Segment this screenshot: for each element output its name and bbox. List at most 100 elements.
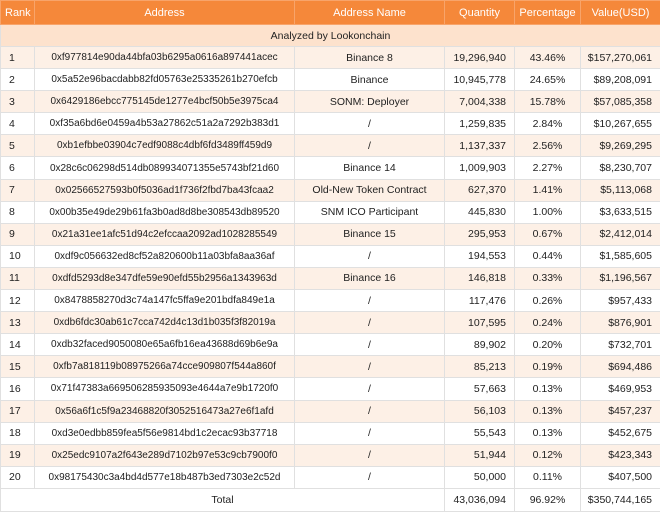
cell-rank: 10 [1, 245, 35, 267]
subheader-row: Analyzed by Lookonchain [1, 25, 660, 47]
cell-value: $957,433 [581, 290, 660, 312]
cell-address: 0x00b35e49de29b61fa3b0ad8d8be308543db895… [35, 201, 295, 223]
cell-value: $1,585,605 [581, 245, 660, 267]
cell-rank: 2 [1, 69, 35, 91]
cell-percentage: 0.19% [515, 356, 581, 378]
cell-percentage: 0.13% [515, 422, 581, 444]
cell-address: 0x6429186ebcc775145de1277e4bcf50b5e3975c… [35, 91, 295, 113]
cell-address: 0xf35a6bd6e0459a4b53a27862c51a2a7292b383… [35, 113, 295, 135]
cell-address-name: / [295, 422, 445, 444]
cell-rank: 14 [1, 334, 35, 356]
cell-quantity: 57,663 [445, 378, 515, 400]
cell-value: $457,237 [581, 400, 660, 422]
cell-value: $157,270,061 [581, 47, 660, 69]
cell-address-name: / [295, 378, 445, 400]
cell-address-name: / [295, 400, 445, 422]
cell-percentage: 43.46% [515, 47, 581, 69]
cell-value: $732,701 [581, 334, 660, 356]
cell-rank: 18 [1, 422, 35, 444]
cell-value: $2,412,014 [581, 223, 660, 245]
cell-rank: 7 [1, 179, 35, 201]
cell-rank: 11 [1, 267, 35, 289]
cell-quantity: 107,595 [445, 312, 515, 334]
cell-value: $452,675 [581, 422, 660, 444]
header-address: Address [35, 1, 295, 25]
analyzed-by-label: Analyzed by Lookonchain [1, 25, 660, 47]
cell-quantity: 85,213 [445, 356, 515, 378]
cell-value: $407,500 [581, 466, 660, 488]
cell-value: $57,085,358 [581, 91, 660, 113]
cell-quantity: 56,103 [445, 400, 515, 422]
cell-address-name: SONM: Deployer [295, 91, 445, 113]
cell-address-name: Binance [295, 69, 445, 91]
cell-value: $876,901 [581, 312, 660, 334]
cell-percentage: 0.20% [515, 334, 581, 356]
header-percentage: Percentage [515, 1, 581, 25]
cell-percentage: 15.78% [515, 91, 581, 113]
cell-value: $1,196,567 [581, 267, 660, 289]
cell-percentage: 1.00% [515, 201, 581, 223]
cell-quantity: 7,004,338 [445, 91, 515, 113]
cell-quantity: 1,137,337 [445, 135, 515, 157]
cell-value: $5,113,068 [581, 179, 660, 201]
cell-address-name: / [295, 113, 445, 135]
cell-percentage: 2.27% [515, 157, 581, 179]
cell-quantity: 89,902 [445, 334, 515, 356]
cell-percentage: 0.33% [515, 267, 581, 289]
cell-address: 0x21a31ee1afc51d94c2efccaa2092ad10282855… [35, 223, 295, 245]
cell-address: 0xdb32faced9050080e65a6fb16ea43688d69b6e… [35, 334, 295, 356]
cell-address: 0x25edc9107a2f643e289d7102b97e53c9cb7900… [35, 444, 295, 466]
cell-quantity: 295,953 [445, 223, 515, 245]
cell-value: $10,267,655 [581, 113, 660, 135]
cell-percentage: 0.13% [515, 400, 581, 422]
cell-address: 0x5a52e96bacdabb82fd05763e25335261b270ef… [35, 69, 295, 91]
cell-percentage: 24.65% [515, 69, 581, 91]
cell-quantity: 1,259,835 [445, 113, 515, 135]
cell-percentage: 2.56% [515, 135, 581, 157]
cell-quantity: 146,818 [445, 267, 515, 289]
header-quantity: Quantity [445, 1, 515, 25]
cell-address-name: Old-New Token Contract [295, 179, 445, 201]
cell-value: $9,269,295 [581, 135, 660, 157]
cell-quantity: 445,830 [445, 201, 515, 223]
cell-rank: 1 [1, 47, 35, 69]
cell-address: 0x98175430c3a4bd4d577e18b487b3ed7303e2c5… [35, 466, 295, 488]
cell-address: 0xfb7a818119b08975266a74cce909807f544a86… [35, 356, 295, 378]
cell-address-name: / [295, 312, 445, 334]
cell-value: $423,343 [581, 444, 660, 466]
cell-percentage: 0.26% [515, 290, 581, 312]
table-header-row: Rank Address Address Name Quantity Perce… [1, 1, 660, 25]
cell-quantity: 55,543 [445, 422, 515, 444]
cell-rank: 17 [1, 400, 35, 422]
cell-address-name: SNM ICO Participant [295, 201, 445, 223]
cell-address: 0xd3e0edbb859fea5f56e9814bd1c2ecac93b377… [35, 422, 295, 444]
cell-address: 0xb1efbbe03904c7edf9088c4dbf6fd3489ff459… [35, 135, 295, 157]
cell-address-name: / [295, 135, 445, 157]
cell-address: 0xf977814e90da44bfa03b6295a0616a897441ac… [35, 47, 295, 69]
cell-address-name: / [295, 356, 445, 378]
cell-rank: 13 [1, 312, 35, 334]
cell-quantity: 51,944 [445, 444, 515, 466]
cell-rank: 9 [1, 223, 35, 245]
cell-percentage: 0.13% [515, 378, 581, 400]
cell-address-name: / [295, 245, 445, 267]
cell-address: 0x28c6c06298d514db089934071355e5743bf21d… [35, 157, 295, 179]
cell-address: 0xdb6fdc30ab61c7cca742d4c13d1b035f3f8201… [35, 312, 295, 334]
cell-quantity: 50,000 [445, 466, 515, 488]
cell-rank: 19 [1, 444, 35, 466]
cell-address: 0xdfd5293d8e347dfe59e90efd55b2956a134396… [35, 267, 295, 289]
cell-quantity: 627,370 [445, 179, 515, 201]
